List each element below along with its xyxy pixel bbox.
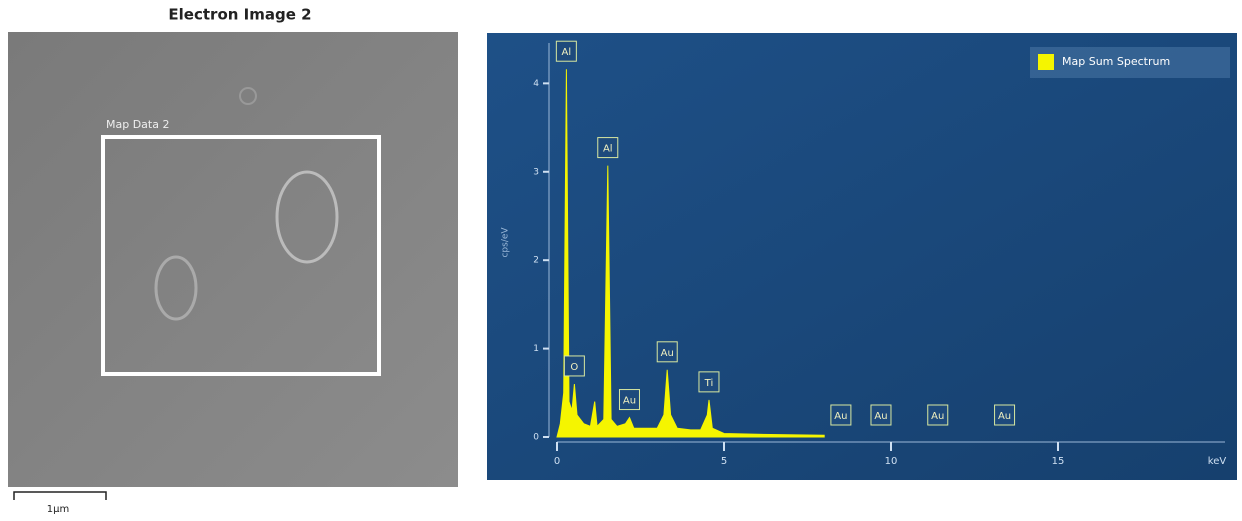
x-tick-label: 0 <box>554 456 560 467</box>
y-tick-label: 3 <box>533 167 539 177</box>
y-tick-label: 2 <box>533 256 539 266</box>
peak-label: Au <box>874 411 887 422</box>
peak-label: Au <box>931 411 944 422</box>
peak-label: Al <box>562 47 572 58</box>
legend-swatch <box>1038 54 1054 70</box>
y-tick-label: 0 <box>533 433 539 443</box>
figure: Electron Image 2 Map Data 2 1µm 0 1 2 3 4 0 5 1… <box>0 0 1242 517</box>
peak-label: Au <box>998 411 1011 422</box>
peak-label: Au <box>623 396 636 407</box>
peak-label: Au <box>661 348 674 359</box>
y-tick-label: 1 <box>533 344 539 354</box>
electron-image <box>8 32 458 487</box>
x-axis-label: keV <box>1208 456 1227 467</box>
peak-label: Au <box>834 411 847 422</box>
y-axis-label: cps/eV <box>501 227 511 258</box>
scale-bar <box>14 492 106 500</box>
peak-label: Al <box>603 144 613 155</box>
spectrum-panel <box>487 33 1237 480</box>
x-tick-label: 5 <box>721 456 727 467</box>
region-label: Map Data 2 <box>106 118 169 131</box>
peak-label: Ti <box>704 378 714 389</box>
x-tick-label: 10 <box>885 456 898 467</box>
y-tick-label: 4 <box>533 79 539 89</box>
image-title: Electron Image 2 <box>168 6 311 24</box>
peak-label: O <box>570 362 578 373</box>
legend-label: Map Sum Spectrum <box>1062 55 1170 68</box>
scale-label: 1µm <box>47 504 69 515</box>
x-tick-label: 15 <box>1052 456 1065 467</box>
